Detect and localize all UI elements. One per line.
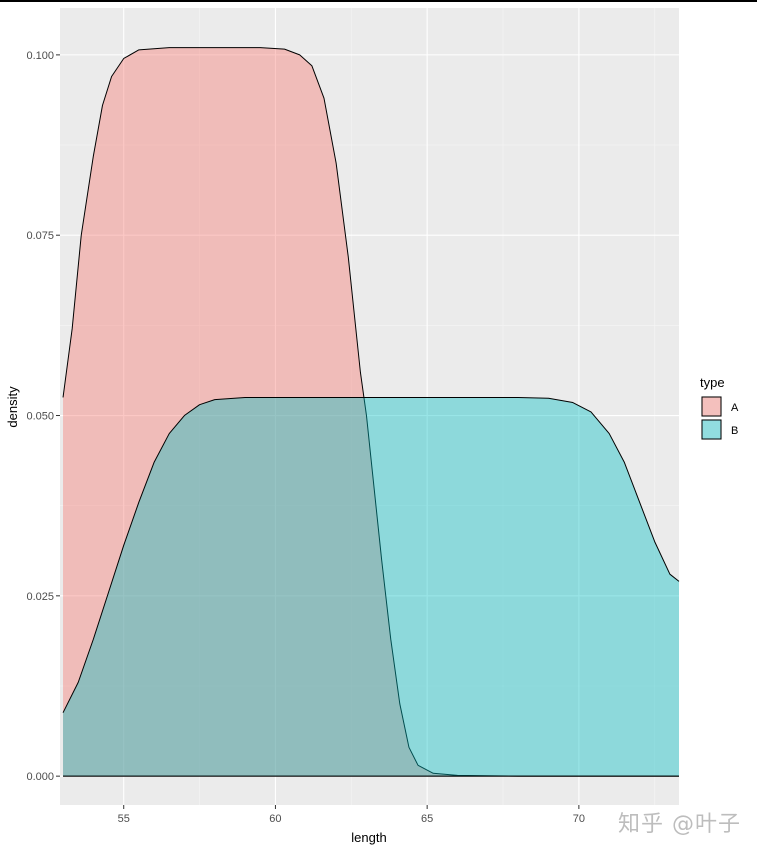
x-axis-title: length bbox=[351, 830, 386, 845]
y-tick-label: 0.000 bbox=[26, 771, 54, 783]
x-tick-label: 60 bbox=[269, 813, 281, 825]
legend-title: type bbox=[700, 375, 725, 390]
density-outline-B bbox=[62, 396, 680, 713]
x-tick-label: 55 bbox=[118, 813, 130, 825]
window-top-border bbox=[0, 0, 757, 2]
legend-key-B bbox=[701, 419, 722, 440]
x-tick-label: 65 bbox=[421, 813, 433, 825]
y-axis: 0.000 0.025 0.050 0.075 0.100 bbox=[26, 50, 60, 783]
legend-label-B: B bbox=[731, 425, 738, 437]
y-tick-label: 0.075 bbox=[26, 230, 54, 242]
density-area-B bbox=[63, 397, 679, 777]
y-tick-label: 0.025 bbox=[26, 591, 54, 603]
x-axis: 55 60 65 70 bbox=[118, 805, 585, 825]
x-tick-label: 70 bbox=[573, 813, 585, 825]
legend-key-A bbox=[701, 396, 722, 417]
legend-label-A: A bbox=[731, 402, 739, 414]
y-tick-label: 0.050 bbox=[26, 411, 54, 423]
density-area-A bbox=[63, 47, 679, 777]
density-areas bbox=[62, 47, 680, 777]
legend: type AB bbox=[700, 375, 739, 440]
y-axis-title: density bbox=[5, 386, 20, 428]
minor-grid bbox=[60, 8, 679, 805]
legend-key-bg-A bbox=[701, 396, 722, 417]
major-grid bbox=[60, 8, 679, 805]
plot-panel bbox=[60, 8, 679, 805]
density-outline-A bbox=[62, 47, 679, 777]
watermark: 知乎 @叶子 bbox=[618, 812, 741, 837]
y-tick-label: 0.100 bbox=[26, 50, 54, 62]
legend-key-bg-B bbox=[701, 419, 722, 440]
